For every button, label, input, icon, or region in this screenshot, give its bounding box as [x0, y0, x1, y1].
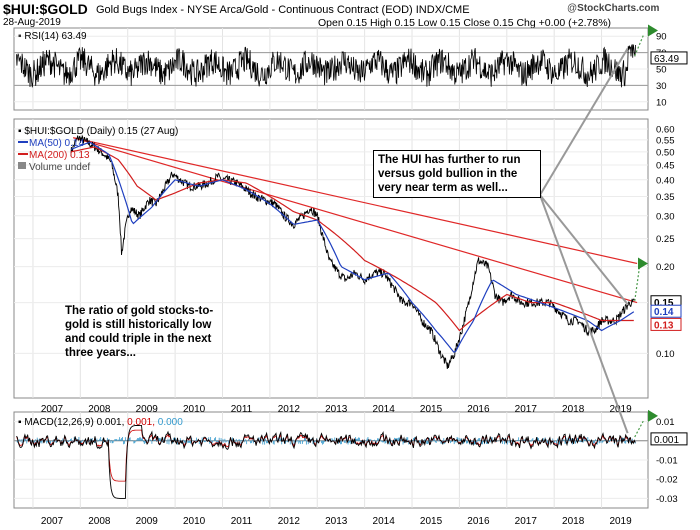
x-tick-label: 2007: [41, 404, 64, 415]
symbol-title: $HUI:$GOLD: [3, 1, 88, 17]
x-tick-label: 2014: [373, 516, 396, 527]
price-series-line: [70, 134, 635, 370]
callout-pointer: [539, 194, 629, 434]
rsi-projection-arrow-icon: [648, 24, 658, 37]
rsi-y-tick: 30: [656, 81, 667, 92]
x-tick-label: 2019: [609, 516, 632, 527]
annotation-top: The HUI has further to run versus gold b…: [373, 150, 541, 198]
x-tick-label: 2007: [41, 516, 64, 527]
projection-line: [634, 33, 645, 57]
x-tick-label: 2015: [420, 516, 443, 527]
callout-pointer: [539, 47, 629, 196]
x-tick-label: 2008: [88, 404, 111, 415]
x-tick-label: 2010: [183, 404, 206, 415]
price-y-tick: 0.40: [656, 175, 675, 186]
macd-projection-arrow-icon: [648, 409, 658, 422]
ohlc-readout: Open 0.15 High 0.15 Low 0.15 Close 0.15 …: [318, 17, 612, 29]
x-tick-label: 2016: [467, 404, 490, 415]
macd-value-tag: [650, 432, 688, 446]
x-tick-label: 2018: [562, 516, 585, 527]
x-tick-label: 2017: [515, 516, 538, 527]
x-tick-label: 2013: [325, 516, 348, 527]
x-tick-label: 2009: [136, 516, 159, 527]
price-y-tick: 0.50: [656, 147, 675, 158]
ma50-value-tag: [650, 304, 682, 318]
callout-pointer: [539, 194, 629, 305]
macd-y-tick: -0.01: [656, 456, 678, 467]
x-tick-label: 2016: [467, 516, 490, 527]
price-y-tick: 0.45: [656, 161, 675, 172]
rsi-series-line: [16, 44, 636, 88]
x-tick-label: 2010: [183, 516, 206, 527]
index-name: Gold Bugs Index - NYSE Arca/Gold - Conti…: [96, 4, 470, 16]
rsi-legend: ▪ RSI(14) 63.49: [18, 31, 87, 42]
ma50-value-tag-text: 0.14: [654, 307, 674, 318]
x-tick-label: 2017: [515, 404, 538, 415]
chart-date: 28-Aug-2019: [3, 17, 61, 28]
macd-y-tick: -0.03: [656, 494, 678, 505]
rsi-y-tick: 90: [656, 32, 667, 43]
price-y-tick: 0.25: [656, 234, 675, 245]
x-tick-label: 2018: [562, 404, 585, 415]
brand-name: StockCharts.com: [577, 3, 660, 14]
x-tick-label: 2012: [278, 404, 301, 415]
x-tick-label: 2015: [420, 404, 443, 415]
projection-line: [634, 419, 645, 438]
rsi-value-tag-text: 63.49: [654, 54, 679, 65]
ma200-value-tag: [650, 317, 682, 331]
x-tick-label: 2019: [609, 404, 632, 415]
rsi-value-tag: [650, 51, 688, 65]
x-tick-label: 2008: [88, 516, 111, 527]
rsi-y-tick: 10: [656, 97, 667, 108]
macd-legend: ▪ MACD(12,26,9) 0.001, 0.001, 0.000: [18, 417, 183, 428]
price-y-tick: 0.20: [656, 262, 675, 273]
price-y-tick: 0.10: [656, 349, 675, 360]
volume-legend: Volume undef: [29, 162, 90, 173]
ma200-value-tag-text: 0.13: [654, 320, 674, 331]
price-projection-arrow-icon: [638, 257, 648, 270]
macd-value-tag-text: 0.001: [654, 435, 679, 446]
macd-y-tick: 0.01: [656, 417, 675, 428]
rsi-y-tick: 50: [656, 65, 667, 76]
brand-watermark[interactable]: @StockCharts.com: [567, 3, 659, 14]
x-tick-label: 2009: [136, 404, 159, 415]
ma200-legend: MA(200) 0.13: [29, 150, 90, 161]
line-icon: ▪: [18, 126, 24, 137]
price-y-tick: 0.35: [656, 192, 675, 203]
main-legend: ▪ $HUI:$GOLD (Daily) 0.15 (27 Aug): [18, 126, 178, 137]
x-tick-label: 2011: [231, 404, 253, 415]
macd-series-line: [16, 424, 636, 499]
trendline: [73, 137, 638, 304]
price-y-tick: 0.30: [656, 211, 675, 222]
annotation-left: The ratio of gold stocks-to-gold is stil…: [65, 305, 214, 359]
copyright-icon: @: [567, 3, 578, 14]
close-value-tag-text: 0.15: [654, 298, 674, 309]
x-tick-label: 2013: [325, 404, 348, 415]
x-tick-label: 2014: [373, 404, 396, 415]
ma50-series-line: [70, 141, 635, 353]
x-tick-label: 2011: [231, 516, 253, 527]
x-tick-label: 2012: [278, 516, 301, 527]
volume-swatch-icon: [18, 162, 26, 169]
ma50-legend: MA(50) 0.14: [29, 138, 84, 149]
price-y-tick: 0.55: [656, 135, 675, 146]
price-y-tick: 0.60: [656, 125, 675, 136]
trendline: [73, 137, 638, 265]
macd-y-tick: -0.02: [656, 475, 678, 486]
